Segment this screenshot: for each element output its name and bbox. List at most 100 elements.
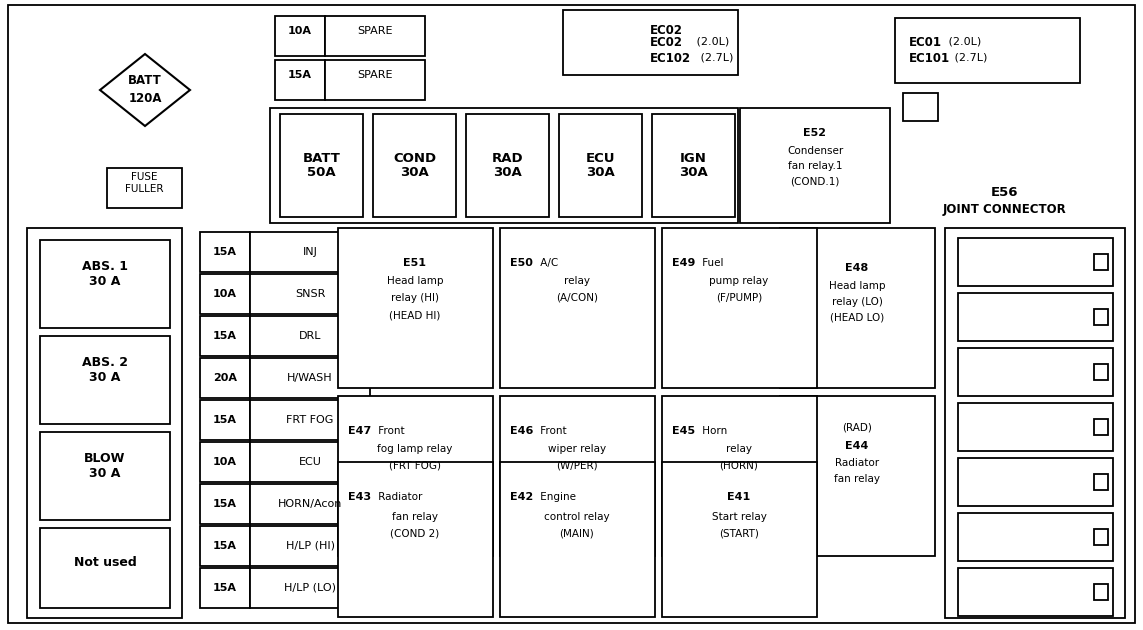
Bar bbox=[250, 526, 370, 566]
Text: 20A: 20A bbox=[213, 373, 237, 383]
Bar bbox=[200, 232, 250, 272]
Bar bbox=[740, 108, 890, 223]
Text: 15A: 15A bbox=[288, 70, 312, 80]
Bar bbox=[40, 240, 170, 328]
Text: EC02: EC02 bbox=[650, 23, 684, 37]
Text: E46: E46 bbox=[510, 426, 534, 436]
Text: E56: E56 bbox=[991, 185, 1018, 198]
Bar bbox=[499, 228, 655, 388]
Text: (COND 2): (COND 2) bbox=[391, 529, 440, 539]
Text: COND
30A: COND 30A bbox=[393, 151, 437, 180]
Text: 10A: 10A bbox=[213, 289, 237, 299]
Text: (HEAD HI): (HEAD HI) bbox=[390, 310, 441, 320]
Bar bbox=[338, 228, 493, 388]
Bar bbox=[250, 274, 370, 314]
Text: E50: E50 bbox=[510, 258, 533, 268]
Text: 15A: 15A bbox=[213, 415, 237, 425]
Text: E49: E49 bbox=[672, 258, 695, 268]
Text: 15A: 15A bbox=[213, 499, 237, 509]
Text: Not used: Not used bbox=[73, 556, 136, 570]
Bar bbox=[559, 114, 642, 217]
Bar bbox=[338, 462, 493, 617]
Bar bbox=[662, 462, 817, 617]
Bar bbox=[250, 316, 370, 356]
Text: E47: E47 bbox=[347, 426, 371, 436]
Text: SPARE: SPARE bbox=[358, 70, 393, 80]
Text: relay (HI): relay (HI) bbox=[391, 293, 439, 303]
Text: E43: E43 bbox=[347, 492, 371, 502]
Bar bbox=[250, 484, 370, 524]
Bar bbox=[958, 458, 1113, 506]
Text: 10A: 10A bbox=[288, 26, 312, 36]
Text: (F/PUMP): (F/PUMP) bbox=[716, 293, 762, 303]
Text: H/WASH: H/WASH bbox=[287, 373, 333, 383]
Bar bbox=[958, 568, 1113, 616]
Bar bbox=[250, 232, 370, 272]
Text: 15A: 15A bbox=[213, 583, 237, 593]
Bar bbox=[40, 528, 170, 608]
Text: ECU: ECU bbox=[298, 457, 321, 467]
Bar bbox=[945, 228, 1125, 618]
Text: fan relay.1: fan relay.1 bbox=[788, 161, 842, 171]
Text: Horn: Horn bbox=[700, 426, 727, 436]
Bar bbox=[1094, 529, 1108, 545]
Text: Engine: Engine bbox=[537, 492, 576, 502]
Bar bbox=[250, 400, 370, 440]
Bar bbox=[40, 336, 170, 424]
Text: BLOW
30 A: BLOW 30 A bbox=[85, 452, 126, 480]
Bar bbox=[662, 228, 817, 388]
Text: Front: Front bbox=[537, 426, 567, 436]
Text: SNSR: SNSR bbox=[295, 289, 326, 299]
Text: (2.0L): (2.0L) bbox=[693, 37, 729, 47]
Text: EC102: EC102 bbox=[650, 52, 692, 64]
Text: Radiator: Radiator bbox=[375, 492, 423, 502]
Bar bbox=[373, 114, 456, 217]
Text: H/LP (LO): H/LP (LO) bbox=[283, 583, 336, 593]
Bar bbox=[250, 358, 370, 398]
Text: E48: E48 bbox=[846, 263, 869, 273]
Text: (FRT FOG): (FRT FOG) bbox=[389, 461, 441, 471]
Text: E51: E51 bbox=[403, 258, 426, 268]
Bar bbox=[270, 108, 738, 223]
Bar bbox=[1094, 364, 1108, 380]
Text: fan relay: fan relay bbox=[834, 474, 880, 484]
Text: (COND.1): (COND.1) bbox=[790, 176, 840, 186]
Bar bbox=[780, 228, 935, 388]
Text: 120A: 120A bbox=[128, 91, 162, 105]
Bar bbox=[780, 396, 935, 556]
Bar bbox=[200, 400, 250, 440]
Bar bbox=[958, 293, 1113, 341]
Text: RAD
30A: RAD 30A bbox=[491, 151, 523, 180]
Text: 15A: 15A bbox=[213, 247, 237, 257]
Text: DRL: DRL bbox=[298, 331, 321, 341]
Text: (2.0L): (2.0L) bbox=[945, 37, 981, 47]
Text: EC02: EC02 bbox=[650, 35, 684, 49]
Text: E41: E41 bbox=[727, 492, 751, 502]
Text: 15A: 15A bbox=[213, 541, 237, 551]
Bar bbox=[499, 462, 655, 617]
Bar bbox=[325, 16, 425, 56]
Bar bbox=[200, 484, 250, 524]
Text: 15A: 15A bbox=[213, 331, 237, 341]
Bar bbox=[662, 396, 817, 556]
Bar bbox=[652, 114, 735, 217]
Text: EC01: EC01 bbox=[909, 35, 942, 49]
Bar bbox=[275, 60, 325, 100]
Bar bbox=[107, 168, 182, 208]
Bar bbox=[200, 274, 250, 314]
Text: relay: relay bbox=[726, 444, 752, 454]
Text: FRT FOG: FRT FOG bbox=[286, 415, 334, 425]
Text: Head lamp: Head lamp bbox=[386, 276, 443, 286]
Text: (2.7L): (2.7L) bbox=[951, 53, 988, 63]
Bar bbox=[250, 568, 370, 608]
Text: INJ: INJ bbox=[303, 247, 318, 257]
Bar bbox=[200, 442, 250, 482]
Bar bbox=[895, 18, 1080, 83]
Text: IGN
30A: IGN 30A bbox=[679, 151, 708, 180]
Text: Start relay: Start relay bbox=[712, 512, 767, 522]
Text: HORN/Acon: HORN/Acon bbox=[278, 499, 342, 509]
Text: control relay: control relay bbox=[544, 512, 610, 522]
Text: Radiator: Radiator bbox=[834, 458, 879, 468]
Text: E44: E44 bbox=[846, 441, 869, 451]
Text: E45: E45 bbox=[672, 426, 695, 436]
